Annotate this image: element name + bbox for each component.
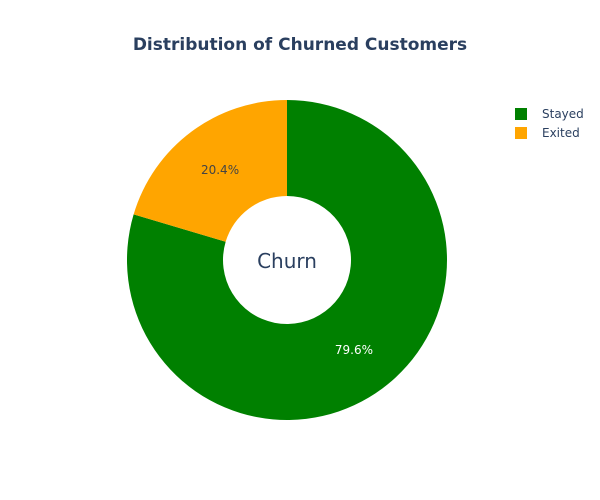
- legend-swatch-exited[interactable]: [515, 127, 527, 139]
- legend-label-stayed: Stayed: [542, 107, 584, 121]
- donut-center-label: Churn: [257, 249, 317, 273]
- legend-label-exited: Exited: [542, 126, 580, 140]
- legend[interactable]: Stayed Exited: [515, 107, 584, 140]
- slice-value-label-exited: 20.4%: [201, 163, 239, 177]
- slice-exited[interactable]: [133, 100, 287, 242]
- slice-stayed[interactable]: [127, 100, 448, 420]
- donut-slices: [127, 100, 448, 420]
- legend-item-exited[interactable]: Exited: [515, 126, 580, 140]
- slice-labels: 79.6% 20.4%: [201, 163, 373, 357]
- legend-item-stayed[interactable]: Stayed: [515, 107, 584, 121]
- chart-title: Distribution of Churned Customers: [133, 35, 467, 55]
- slice-value-label-stayed: 79.6%: [335, 343, 373, 357]
- legend-swatch-stayed[interactable]: [515, 108, 527, 120]
